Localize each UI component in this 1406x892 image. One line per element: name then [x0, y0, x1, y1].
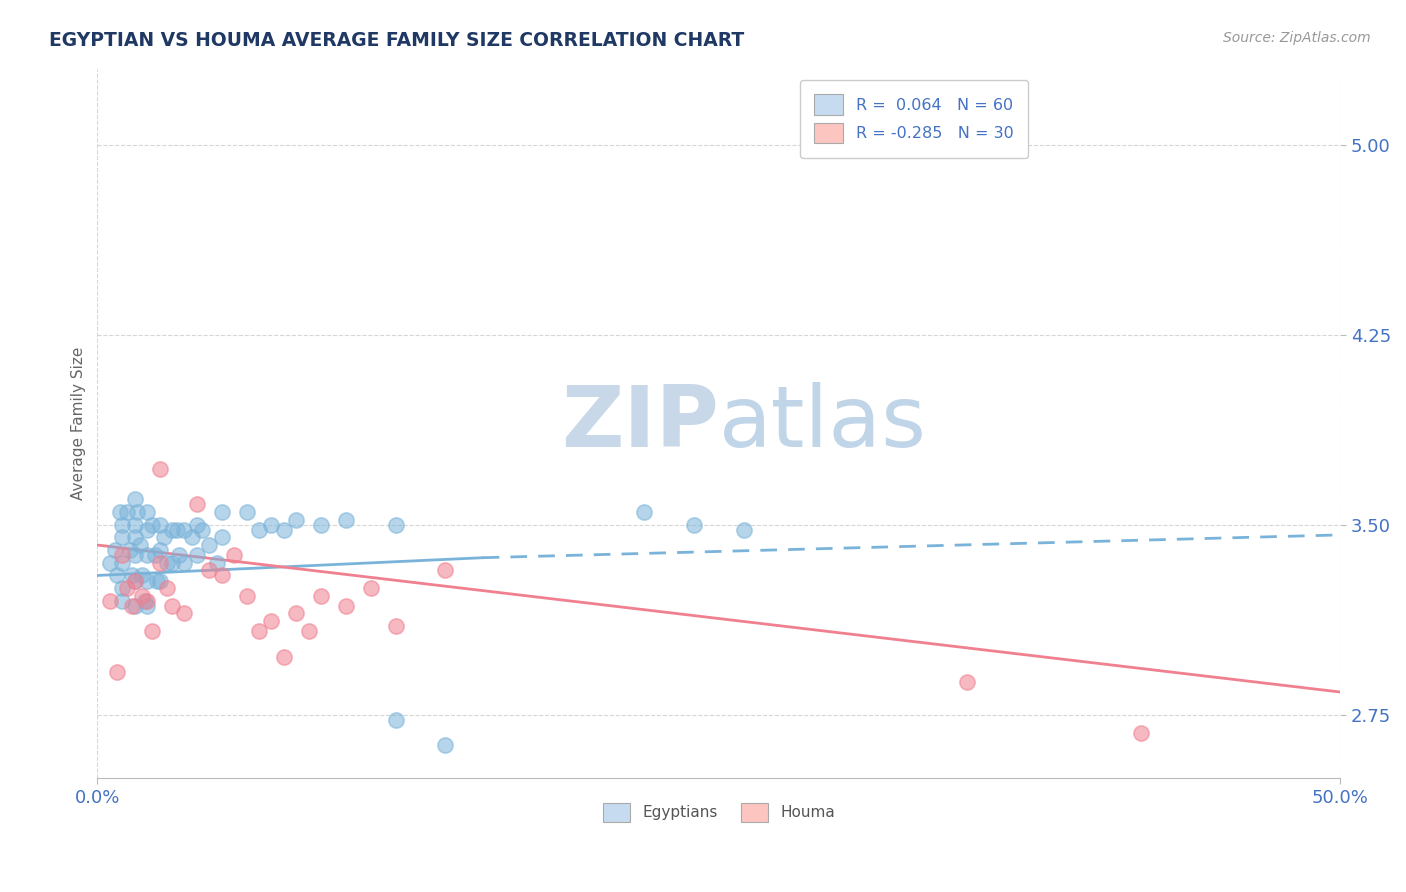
Point [121, 599, 143, 613]
Point [211, 568, 233, 582]
Point [235, 589, 257, 603]
Point [956, 674, 979, 689]
Point [198, 563, 221, 577]
Point [108, 505, 131, 519]
Point [124, 492, 146, 507]
Point [384, 619, 406, 633]
Point [111, 517, 134, 532]
Point [198, 538, 221, 552]
Point [156, 556, 179, 570]
Point [186, 498, 208, 512]
Point [105, 665, 128, 679]
Point [148, 543, 170, 558]
Point [384, 517, 406, 532]
Point [124, 574, 146, 588]
Point [186, 517, 208, 532]
Point [111, 581, 134, 595]
Point [153, 531, 176, 545]
Point [148, 517, 170, 532]
Point [235, 505, 257, 519]
Point [148, 462, 170, 476]
Point [180, 531, 202, 545]
Point [136, 574, 159, 588]
Text: ZIP: ZIP [561, 382, 718, 465]
Point [173, 556, 195, 570]
Point [160, 556, 183, 570]
Point [111, 594, 134, 608]
Point [298, 624, 321, 639]
Point [434, 563, 457, 577]
Point [205, 556, 228, 570]
Point [124, 517, 146, 532]
Point [148, 556, 170, 570]
Point [186, 548, 208, 562]
Point [121, 568, 143, 582]
Point [136, 505, 159, 519]
Point [124, 548, 146, 562]
Point [105, 568, 128, 582]
Point [111, 548, 134, 562]
Point [434, 739, 457, 753]
Point [141, 517, 163, 532]
Point [156, 581, 179, 595]
Point [247, 523, 270, 537]
Point [98, 556, 121, 570]
Point [384, 713, 406, 727]
Point [115, 505, 138, 519]
Point [260, 517, 283, 532]
Point [115, 581, 138, 595]
Text: atlas: atlas [718, 382, 927, 465]
Point [169, 548, 191, 562]
Point [260, 614, 283, 628]
Point [633, 505, 655, 519]
Point [118, 543, 141, 558]
Point [136, 548, 159, 562]
Point [136, 599, 159, 613]
Point [148, 574, 170, 588]
Point [285, 607, 308, 621]
Text: EGYPTIAN VS HOUMA AVERAGE FAMILY SIZE CORRELATION CHART: EGYPTIAN VS HOUMA AVERAGE FAMILY SIZE CO… [49, 31, 744, 50]
Point [131, 568, 153, 582]
Point [173, 523, 195, 537]
Point [173, 607, 195, 621]
Point [222, 548, 245, 562]
Point [146, 574, 169, 588]
Point [160, 599, 183, 613]
Point [309, 589, 332, 603]
Point [285, 513, 308, 527]
Point [211, 505, 233, 519]
Point [160, 523, 183, 537]
Point [131, 589, 153, 603]
Point [128, 538, 150, 552]
Point [136, 594, 159, 608]
Y-axis label: Average Family Size: Average Family Size [72, 347, 86, 500]
Point [141, 624, 163, 639]
Point [143, 548, 166, 562]
Point [111, 531, 134, 545]
Point [211, 531, 233, 545]
Legend: Egyptians, Houma: Egyptians, Houma [591, 790, 848, 834]
Point [124, 599, 146, 613]
Point [273, 649, 295, 664]
Point [360, 581, 382, 595]
Point [124, 531, 146, 545]
Point [98, 594, 121, 608]
Point [733, 523, 755, 537]
Point [127, 505, 149, 519]
Point [166, 523, 188, 537]
Point [683, 517, 706, 532]
Point [1130, 725, 1153, 739]
Point [104, 543, 127, 558]
Text: Source: ZipAtlas.com: Source: ZipAtlas.com [1223, 31, 1371, 45]
Point [136, 523, 159, 537]
Point [247, 624, 270, 639]
Point [309, 517, 332, 532]
Point [191, 523, 214, 537]
Point [134, 594, 156, 608]
Point [335, 599, 357, 613]
Point [111, 556, 134, 570]
Point [124, 574, 146, 588]
Point [273, 523, 295, 537]
Point [335, 513, 357, 527]
